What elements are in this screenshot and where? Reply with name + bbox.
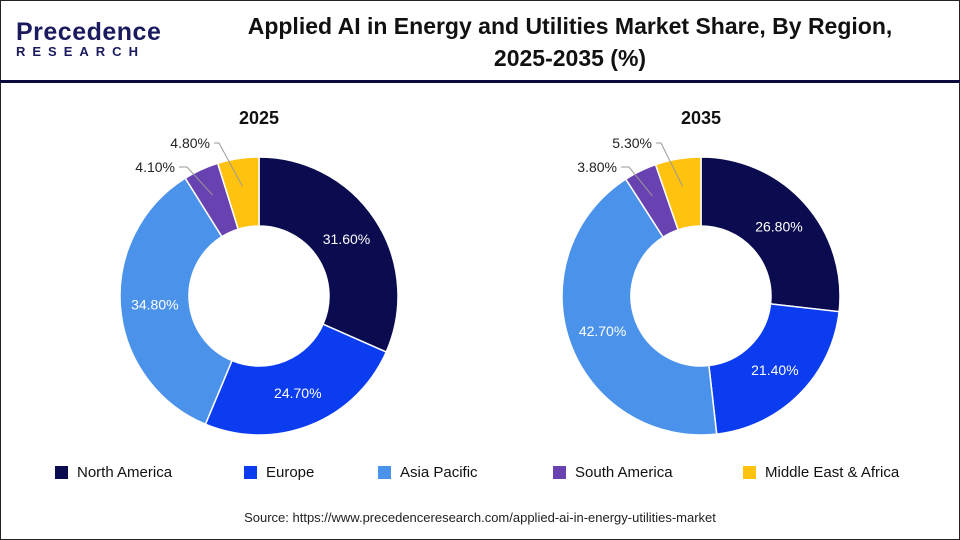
leader-line bbox=[179, 166, 213, 196]
data-label: 24.70% bbox=[274, 385, 321, 401]
legend-item: Middle East & Africa bbox=[743, 464, 899, 481]
donut-slice bbox=[654, 156, 702, 231]
leader-line bbox=[214, 142, 243, 187]
data-label: 4.10% bbox=[135, 159, 175, 175]
legend-item: Europe bbox=[244, 464, 314, 481]
legend-swatch bbox=[553, 466, 566, 479]
donut-slice bbox=[708, 303, 840, 435]
source-text: Source: https://www.precedenceresearch.c… bbox=[244, 510, 716, 525]
donut-slice bbox=[119, 177, 233, 426]
legend-label: Middle East & Africa bbox=[765, 464, 900, 481]
data-label: 5.30% bbox=[612, 135, 652, 151]
donut-slice bbox=[700, 156, 841, 313]
chart-title: Applied AI in Energy and Utilities Marke… bbox=[247, 13, 893, 71]
logo-sub-text: RESEARCH bbox=[16, 44, 145, 59]
logo: Precedence RESEARCH bbox=[16, 18, 161, 59]
legend-label: Europe bbox=[266, 464, 315, 481]
donut-slice bbox=[216, 156, 260, 231]
legend-label: Asia Pacific bbox=[400, 464, 478, 481]
data-label: 4.80% bbox=[170, 135, 210, 151]
legend-item: Asia Pacific bbox=[378, 464, 478, 481]
leader-line bbox=[621, 166, 653, 197]
donut-title: 2035 bbox=[681, 108, 721, 128]
data-label: 21.40% bbox=[751, 362, 798, 378]
legend-item: North America bbox=[55, 464, 172, 481]
donut-title: 2025 bbox=[239, 108, 279, 128]
legend-item: South America bbox=[553, 464, 673, 481]
data-label: 42.70% bbox=[579, 323, 626, 339]
legend-label: North America bbox=[77, 464, 173, 481]
data-label: 3.80% bbox=[577, 159, 617, 175]
leader-line bbox=[656, 142, 684, 187]
donut-slice bbox=[561, 178, 718, 436]
legend-label: South America bbox=[575, 464, 673, 481]
legend-swatch bbox=[55, 466, 68, 479]
logo-main-text: Precedence bbox=[16, 18, 162, 46]
legend-swatch bbox=[743, 466, 756, 479]
data-label: 34.80% bbox=[131, 297, 178, 313]
donut-slice bbox=[258, 156, 399, 353]
data-label: 31.60% bbox=[323, 231, 370, 247]
legend-swatch bbox=[378, 466, 391, 479]
header: Precedence RESEARCH Applied AI in Energy… bbox=[0, 0, 960, 83]
donut-slice bbox=[204, 323, 388, 436]
data-label: 26.80% bbox=[755, 218, 802, 234]
legend-swatch bbox=[244, 466, 257, 479]
